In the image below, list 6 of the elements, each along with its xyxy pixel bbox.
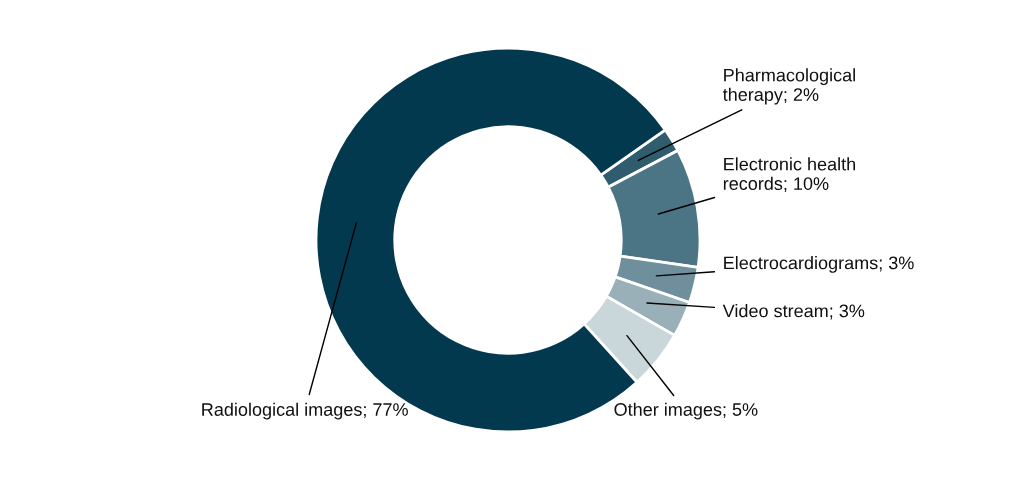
slice-label: Other images; 5% xyxy=(614,402,758,420)
slice-label: Pharmacological therapy; 2% xyxy=(722,68,855,105)
slice-label: Electrocardiograms; 3% xyxy=(724,256,914,273)
slice-label: Radiological images; 77% xyxy=(202,402,408,420)
slice-label: Video stream; 3% xyxy=(722,304,865,320)
slice-label: Electronic health records; 10% xyxy=(723,157,855,193)
